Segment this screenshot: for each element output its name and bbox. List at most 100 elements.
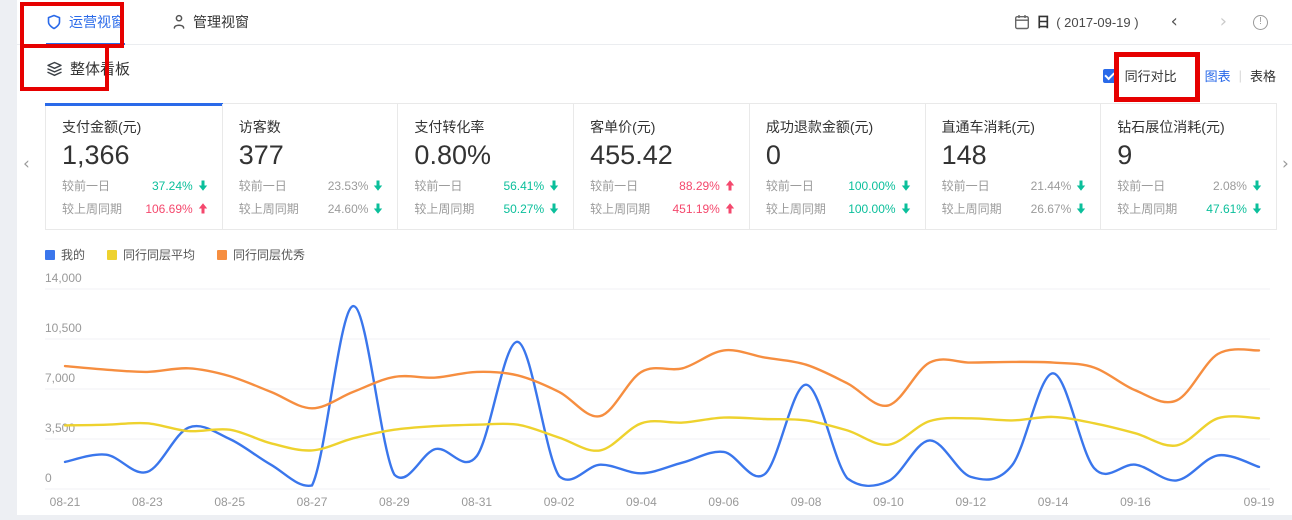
- compare-label: 较前一日: [590, 179, 639, 193]
- compare-label: 较前一日: [765, 179, 814, 193]
- date-granularity: 日: [1036, 14, 1051, 30]
- peer-compare-checkbox[interactable]: [1102, 68, 1117, 83]
- compare-value: 2.08%: [1212, 178, 1247, 193]
- legend-item-1[interactable]: 我的: [45, 246, 85, 263]
- kpi-card-3[interactable]: 支付转化率 0.80% 较前一日 56.41% 较上周同期 50.27%: [397, 104, 573, 229]
- compare-label: 较前一日: [414, 179, 463, 193]
- section-title-label: 整体看板: [70, 61, 131, 78]
- kpi-card-6[interactable]: 直通车消耗(元) 148 较前一日 21.44% 较上周同期 26.67%: [924, 104, 1101, 229]
- trend-up-arrow: [725, 203, 735, 214]
- cards-next-button[interactable]: ›: [1282, 154, 1289, 174]
- kpi-card-1[interactable]: 支付金额(元) 1,366 较前一日 37.24% 较上周同期 106.69%: [45, 103, 223, 229]
- trend-down-arrow: [1252, 203, 1262, 214]
- compare-value: 88.29%: [679, 178, 720, 193]
- kpi-card-2[interactable]: 访客数 377 较前一日 23.53% 较上周同期 24.60%: [221, 104, 398, 229]
- compare-label: 较上周同期: [941, 202, 1002, 216]
- compare-label: 较上周同期: [765, 202, 826, 216]
- kpi-cards: 支付金额(元) 1,366 较前一日 37.24% 较上周同期 106.69% 访客数 377…: [45, 103, 1277, 230]
- compare-label: 较前一日: [238, 179, 287, 193]
- card-title: 成功退款金额(元): [765, 119, 874, 135]
- trend-down-arrow: [1252, 180, 1262, 191]
- tab-label: 运营视窗: [69, 14, 125, 30]
- compare-row: 较上周同期 26.67%: [942, 200, 1089, 217]
- compare-value: 47.61%: [1206, 201, 1247, 216]
- view-chart-link[interactable]: 图表: [1204, 69, 1231, 84]
- cards-prev-button[interactable]: ‹: [23, 154, 30, 174]
- compare-label: 较前一日: [1117, 179, 1166, 193]
- selected-card-indicator: [45, 103, 223, 106]
- legend-swatch: [107, 249, 118, 260]
- kpi-card-5[interactable]: 成功退款金额(元) 0 较前一日 100.00% 较上周同期 100.00%: [748, 104, 925, 229]
- kpi-card-7[interactable]: 钻石展位消耗(元) 9 较前一日 2.08% 较上周同期 47.61%: [1100, 104, 1276, 229]
- card-title: 支付金额(元): [62, 119, 142, 135]
- legend-item-2[interactable]: 同行同层平均: [107, 246, 195, 263]
- compare-row: 较上周同期 106.69%: [62, 200, 210, 217]
- card-value: 1,366: [62, 140, 130, 170]
- compare-label: 较上周同期: [414, 202, 475, 216]
- legend-label: 同行同层优秀: [233, 248, 306, 262]
- card-title: 访客数: [238, 119, 281, 135]
- view-controls: 同行对比 图表 | 表格: [1102, 66, 1276, 85]
- compare-value: 26.67%: [1030, 201, 1072, 216]
- card-value: 9: [1117, 140, 1133, 170]
- compare-row: 较上周同期 47.61%: [1117, 200, 1264, 217]
- date-picker[interactable]: 日 ( 2017-09-19 ): [1014, 12, 1139, 32]
- card-title: 直通车消耗(元): [941, 119, 1035, 135]
- compare-row: 较前一日 23.53%: [239, 177, 386, 194]
- trend-down-arrow: [901, 180, 910, 191]
- card-value: 0.80%: [414, 140, 491, 170]
- compare-value: 23.53%: [327, 178, 369, 193]
- trend-down-arrow: [1077, 203, 1086, 214]
- trend-down-arrow: [198, 180, 207, 191]
- compare-value: 21.44%: [1030, 178, 1072, 193]
- info-icon[interactable]: !: [1253, 14, 1268, 30]
- layers-icon: [46, 61, 63, 77]
- compare-value: 106.69%: [145, 201, 193, 216]
- legend-swatch: [45, 249, 55, 260]
- compare-label: 较上周同期: [590, 202, 651, 216]
- trend-down-arrow: [374, 180, 383, 191]
- legend-swatch: [217, 249, 228, 260]
- compare-row: 较前一日 100.00%: [766, 177, 913, 194]
- peer-compare-label[interactable]: 同行对比: [1124, 69, 1177, 84]
- compare-row: 较前一日 56.41%: [414, 177, 561, 194]
- compare-row: 较上周同期 50.27%: [414, 200, 561, 217]
- trend-down-arrow: [549, 180, 559, 191]
- legend-label: 同行同层平均: [123, 248, 196, 262]
- date-prev-button[interactable]: ‹: [1170, 11, 1178, 32]
- compare-row: 较前一日 2.08%: [1117, 177, 1264, 194]
- tab-overall-dashboard[interactable]: 整体看板: [46, 58, 130, 79]
- compare-row: 较前一日 88.29%: [590, 177, 737, 194]
- date-next-button[interactable]: ›: [1219, 11, 1227, 32]
- tab-operations-view[interactable]: 运营视窗: [46, 0, 125, 45]
- top-nav-right: 日 ( 2017-09-19 ) ‹ › !: [1014, 12, 1292, 32]
- trend-up-arrow: [725, 180, 735, 191]
- view-toggle-divider: |: [1238, 68, 1242, 83]
- compare-value: 100.00%: [848, 201, 896, 216]
- compare-label: 较上周同期: [1117, 202, 1178, 216]
- compare-row: 较前一日 37.24%: [62, 177, 210, 194]
- compare-value: 100.00%: [848, 178, 896, 193]
- compare-value: 451.19%: [672, 201, 720, 216]
- date-value: ( 2017-09-19 ): [1056, 14, 1139, 30]
- card-value: 377: [238, 140, 284, 170]
- trend-down-arrow: [901, 203, 910, 214]
- compare-label: 较上周同期: [238, 202, 299, 216]
- trend-down-arrow: [1077, 180, 1086, 191]
- compare-row: 较上周同期 24.60%: [239, 200, 386, 217]
- person-icon: [172, 14, 186, 30]
- legend-item-3[interactable]: 同行同层优秀: [217, 246, 305, 263]
- tab-management-view[interactable]: 管理视窗: [172, 0, 249, 45]
- card-value: 455.42: [590, 140, 673, 170]
- shield-icon: [46, 14, 62, 30]
- kpi-card-4[interactable]: 客单价(元) 455.42 较前一日 88.29% 较上周同期 451.19%: [573, 104, 749, 229]
- view-table-link[interactable]: 表格: [1249, 69, 1276, 84]
- compare-value: 56.41%: [503, 178, 545, 193]
- legend-label: 我的: [61, 248, 86, 262]
- compare-value: 50.27%: [503, 201, 545, 216]
- calendar-icon: [1014, 14, 1030, 30]
- chart-legend: 我的 同行同层平均 同行同层优秀: [45, 246, 305, 263]
- top-nav: 运营视窗 管理视窗 日 ( 2017-09-19 ) ‹ › !: [17, 0, 1292, 45]
- card-value: 0: [765, 140, 781, 170]
- compare-row: 较上周同期 451.19%: [590, 200, 737, 217]
